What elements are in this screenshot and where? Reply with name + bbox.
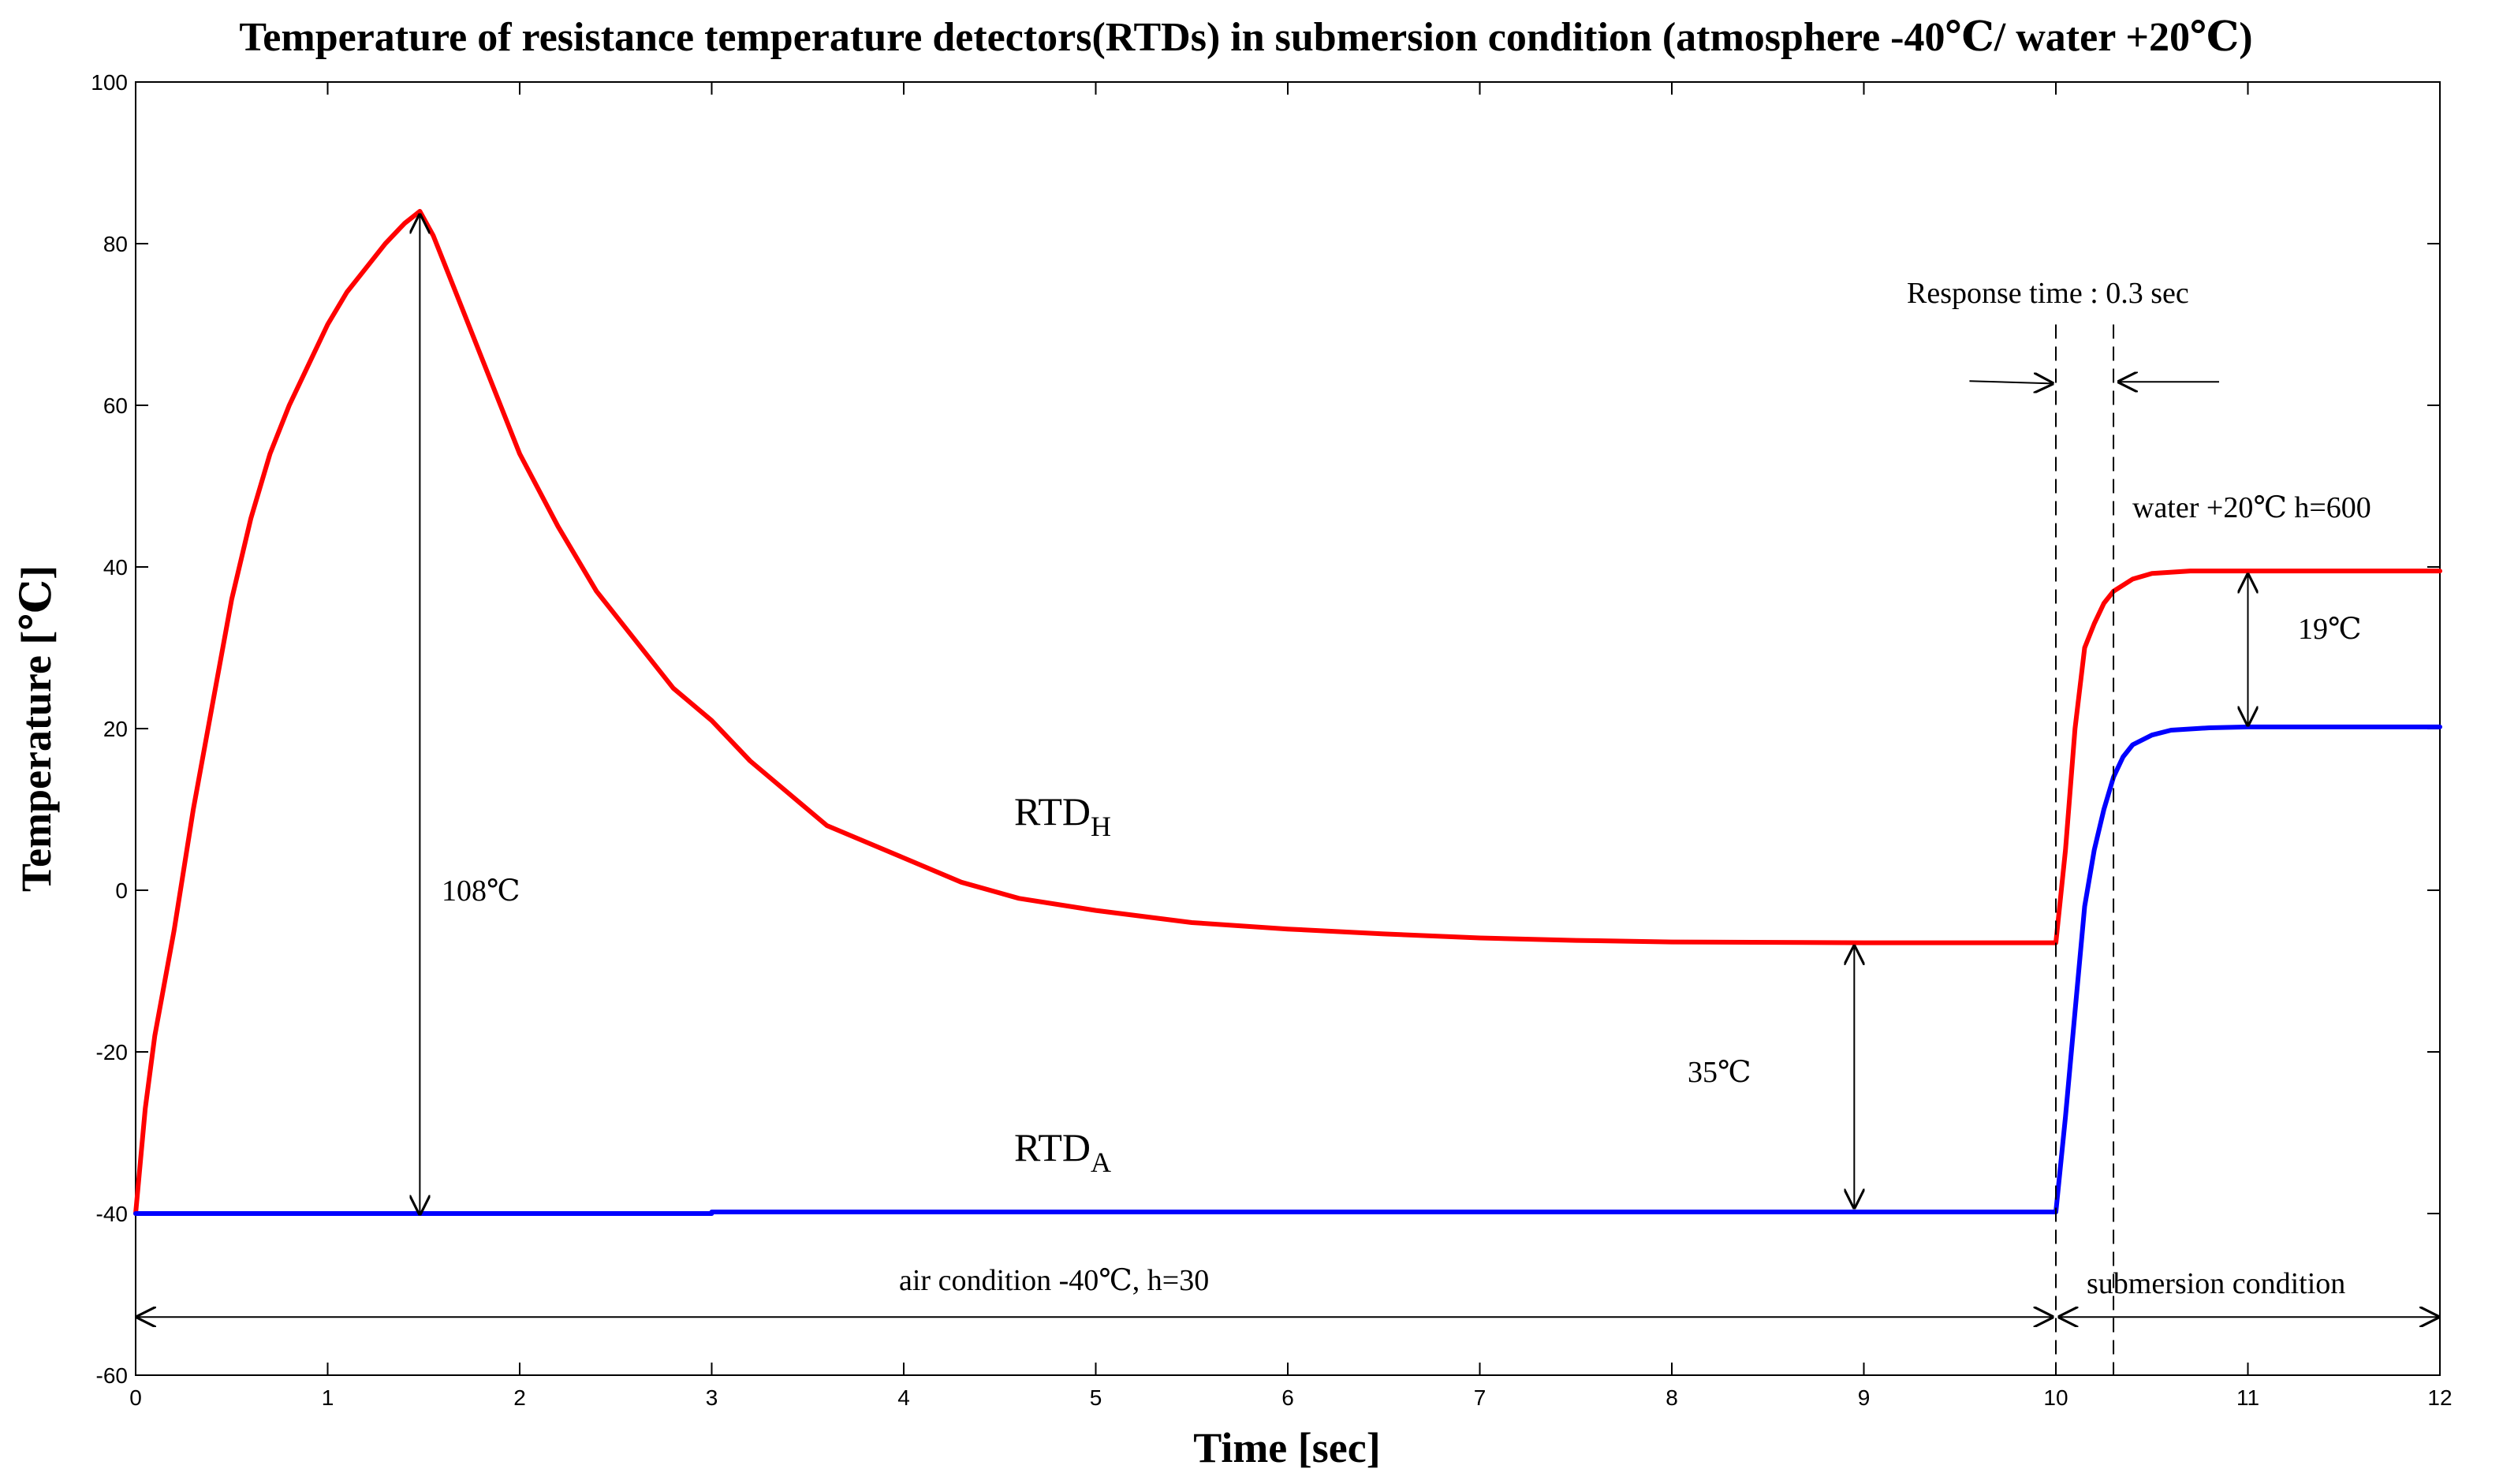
x-axis-title: Time [sec] xyxy=(1193,1424,1380,1471)
water-condition-label: water +20℃ h=600 xyxy=(2132,491,2371,524)
submersion-condition-label: submersion condition xyxy=(2087,1267,2345,1300)
y-tick-label: 100 xyxy=(91,70,128,95)
x-tick-label: 8 xyxy=(1666,1385,1678,1410)
chart-title: Temperature of resistance temperature de… xyxy=(239,15,2252,60)
x-tick-label: 1 xyxy=(322,1385,334,1410)
x-tick-label: 11 xyxy=(2236,1385,2259,1410)
y-tick-label: 40 xyxy=(103,555,128,580)
delta-water-label: 19℃ xyxy=(2298,613,2362,646)
x-tick-label: 10 xyxy=(2043,1385,2068,1410)
y-tick-label: 80 xyxy=(103,232,128,256)
y-tick-label: 60 xyxy=(103,393,128,418)
y-tick-label: -20 xyxy=(96,1040,128,1065)
series-line-rtd-a xyxy=(133,724,2442,1216)
series-label-rtd-a: RTDA xyxy=(1014,1125,1111,1178)
series-label-rtd-h-main: RTD xyxy=(1014,789,1091,833)
x-tick-label: 5 xyxy=(1090,1385,1102,1410)
x-tick-label: 9 xyxy=(1858,1385,1871,1410)
response-time-label: Response time : 0.3 sec xyxy=(1907,277,2189,310)
delta-peak-label: 108℃ xyxy=(442,874,520,908)
y-tick-label: -60 xyxy=(96,1363,128,1388)
x-tick-label: 2 xyxy=(513,1385,526,1410)
y-tick-label: 20 xyxy=(103,717,128,741)
series-line-rtd-h xyxy=(133,209,2442,1216)
series-label-rtd-a-main: RTD xyxy=(1014,1125,1091,1169)
response-left-arrow xyxy=(1969,381,2052,383)
y-axis-title: Temperature [℃] xyxy=(13,565,60,892)
x-tick-label: 0 xyxy=(129,1385,142,1410)
air-condition-label: air condition -40℃, h=30 xyxy=(899,1264,1209,1297)
x-tick-label: 12 xyxy=(2427,1385,2452,1410)
delta-steady-label: 35℃ xyxy=(1688,1056,1751,1089)
x-tick-label: 3 xyxy=(706,1385,718,1410)
y-tick-label: -40 xyxy=(96,1202,128,1226)
series-label-rtd-h: RTDH xyxy=(1014,789,1111,842)
series-label-rtd-a-sub: A xyxy=(1091,1147,1111,1178)
series-label-rtd-h-sub: H xyxy=(1091,811,1111,842)
x-tick-label: 7 xyxy=(1474,1385,1487,1410)
x-tick-label: 4 xyxy=(897,1385,910,1410)
plot-area xyxy=(135,81,2441,1376)
y-tick-label: 0 xyxy=(115,878,128,903)
x-tick-label: 6 xyxy=(1281,1385,1294,1410)
